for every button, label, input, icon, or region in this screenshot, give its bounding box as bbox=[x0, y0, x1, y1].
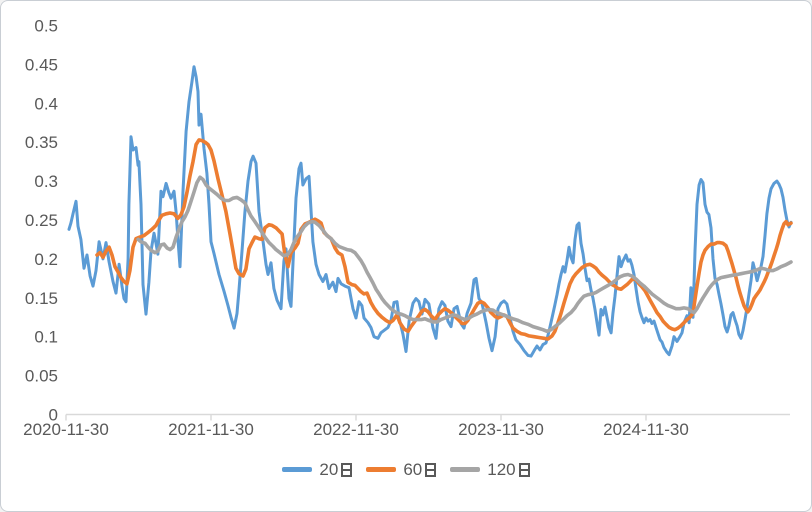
legend-swatch-60d-line bbox=[366, 467, 397, 472]
y-axis-tick-label: 0 bbox=[49, 406, 58, 425]
series-line-60d bbox=[95, 138, 793, 341]
y-axis-tick-label: 0.1 bbox=[34, 328, 58, 347]
legend-label-120d-text: 120 bbox=[487, 460, 516, 479]
y-axis-tick-label: 0.3 bbox=[34, 172, 58, 191]
x-axis-tick-label: 2020-11-30 bbox=[23, 420, 109, 439]
y-axis-tick-label: 0.45 bbox=[25, 55, 58, 74]
legend-item-60d: 60 bbox=[366, 460, 437, 479]
y-axis-tick-label: 0.35 bbox=[25, 133, 58, 152]
legend-label-20d: 20 bbox=[319, 460, 353, 479]
x-axis-tick-label: 2022-11-30 bbox=[313, 420, 399, 439]
y-axis-tick-label: 0.15 bbox=[25, 289, 58, 308]
legend-swatch-20d-line bbox=[282, 467, 313, 472]
x-axis-tick-label: 2023-11-30 bbox=[458, 420, 544, 439]
y-axis-tick-label: 0.25 bbox=[25, 211, 58, 230]
legend-label-120d: 120 bbox=[487, 460, 530, 479]
legend-label-60d: 60 bbox=[403, 460, 437, 479]
y-axis-tick-label: 0.4 bbox=[34, 94, 58, 113]
ri-day-ideograph-icon bbox=[518, 462, 530, 477]
legend-item-120d: 120 bbox=[450, 460, 530, 479]
x-axis-tick-label: 2024-11-30 bbox=[603, 420, 689, 439]
y-axis-tick-label: 0.2 bbox=[34, 250, 58, 269]
series-line-20d bbox=[67, 65, 793, 358]
ri-day-ideograph-icon bbox=[425, 462, 437, 477]
y-axis-tick-label: 0.05 bbox=[25, 367, 58, 386]
y-axis-tick-label: 0.5 bbox=[34, 17, 58, 36]
ri-day-ideograph-icon bbox=[341, 462, 353, 477]
chart-legend: 20 60 120 bbox=[1, 461, 811, 478]
legend-item-20d: 20 bbox=[282, 460, 353, 479]
series-line-120d bbox=[136, 175, 793, 334]
legend-label-20d-text: 20 bbox=[319, 460, 339, 479]
legend-label-60d-text: 60 bbox=[403, 460, 423, 479]
x-axis-tick-label: 2021-11-30 bbox=[168, 420, 254, 439]
legend-swatch-120d-line bbox=[450, 467, 481, 472]
